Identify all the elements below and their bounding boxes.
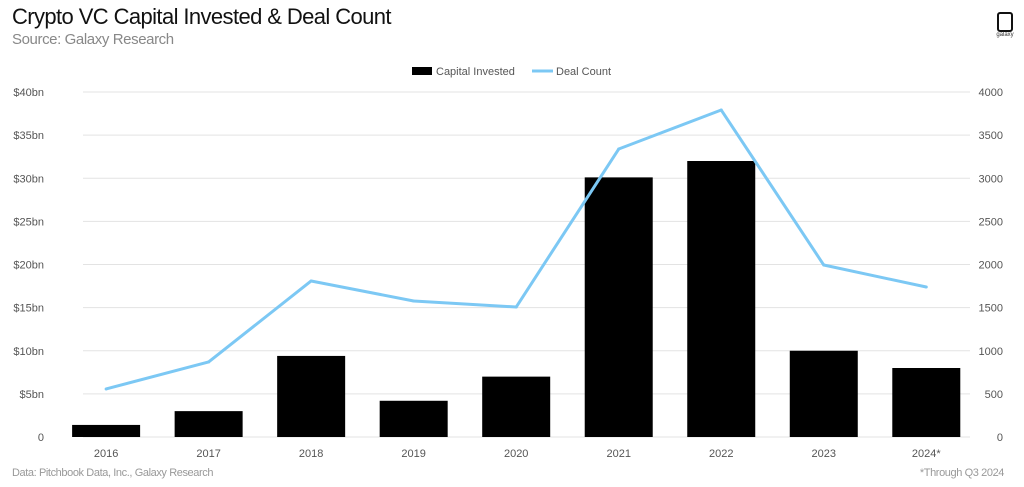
bar-capital-2023	[789, 350, 858, 437]
x-axis-tick-label: 2018	[299, 448, 323, 460]
right-axis-tick-label: 0	[997, 432, 1003, 444]
x-axis-tick-label: 2017	[196, 448, 220, 460]
deal-count-point	[309, 279, 313, 283]
galaxy-logo: galaxy	[990, 12, 1020, 38]
bar-capital-2016	[72, 424, 141, 437]
bar-capital-2024	[892, 368, 961, 437]
x-axis-tick-label: 2016	[94, 448, 118, 460]
chart-subtitle: Source: Galaxy Research	[12, 31, 174, 48]
legend: Capital Invested Deal Count	[412, 66, 611, 78]
deal-count-point	[514, 305, 518, 309]
left-axis-tick-label: $25bn	[13, 216, 44, 228]
x-axis-tick-label: 2021	[606, 448, 630, 460]
legend-label-capital: Capital Invested	[436, 66, 515, 78]
bar-capital-2021	[584, 177, 653, 437]
footnote-through: *Through Q3 2024	[919, 467, 1005, 479]
bar-capital-2018	[277, 355, 346, 437]
left-axis-tick-label: $40bn	[13, 87, 44, 99]
legend-swatch-capital	[412, 67, 432, 75]
left-axis-tick-label: $5bn	[20, 389, 44, 401]
deal-count-point	[924, 285, 928, 289]
right-axis-tick-label: 2500	[979, 216, 1003, 228]
deal-count-point	[104, 387, 108, 391]
x-axis-tick-label: 2022	[709, 448, 733, 460]
right-axis-tick-label: 4000	[979, 87, 1003, 99]
logo-text: galaxy	[996, 32, 1014, 38]
bar-capital-2019	[379, 400, 448, 437]
left-axis-tick-label: $35bn	[13, 130, 44, 142]
left-axis-tick-label: $10bn	[13, 346, 44, 358]
bar-capital-2017	[174, 411, 243, 437]
footnote-source: Data: Pitchbook Data, Inc., Galaxy Resea…	[12, 467, 214, 479]
legend-label-deal-count: Deal Count	[556, 66, 611, 78]
deal-count-point	[207, 360, 211, 364]
right-axis-tick-label: 2000	[979, 260, 1003, 272]
deal-count-point	[617, 147, 621, 151]
left-axis-tick-label: 0	[38, 432, 44, 444]
deal-count-point	[822, 263, 826, 267]
chart-title: Crypto VC Capital Invested & Deal Count	[12, 4, 392, 29]
right-axis-tick-label: 3500	[979, 130, 1003, 142]
right-axis-tick-label: 1500	[979, 303, 1003, 315]
bar-capital-2020	[482, 376, 551, 437]
deal-count-point	[719, 108, 723, 112]
left-axis-tick-label: $20bn	[13, 260, 44, 272]
galaxy-logo-icon	[997, 12, 1013, 32]
left-axis-tick-label: $30bn	[13, 173, 44, 185]
x-axis-tick-label: 2023	[812, 448, 836, 460]
left-axis-tick-label: $15bn	[13, 303, 44, 315]
right-axis-tick-label: 3000	[979, 173, 1003, 185]
x-axis-tick-label: 2020	[504, 448, 528, 460]
x-axis-tick-label: 2024*	[912, 448, 941, 460]
bar-capital-2022	[687, 161, 756, 437]
right-axis-tick-label: 500	[985, 389, 1003, 401]
deal-count-point	[412, 299, 416, 303]
right-axis-tick-label: 1000	[979, 346, 1003, 358]
x-axis-tick-label: 2019	[401, 448, 425, 460]
deal-count-line	[105, 108, 927, 391]
